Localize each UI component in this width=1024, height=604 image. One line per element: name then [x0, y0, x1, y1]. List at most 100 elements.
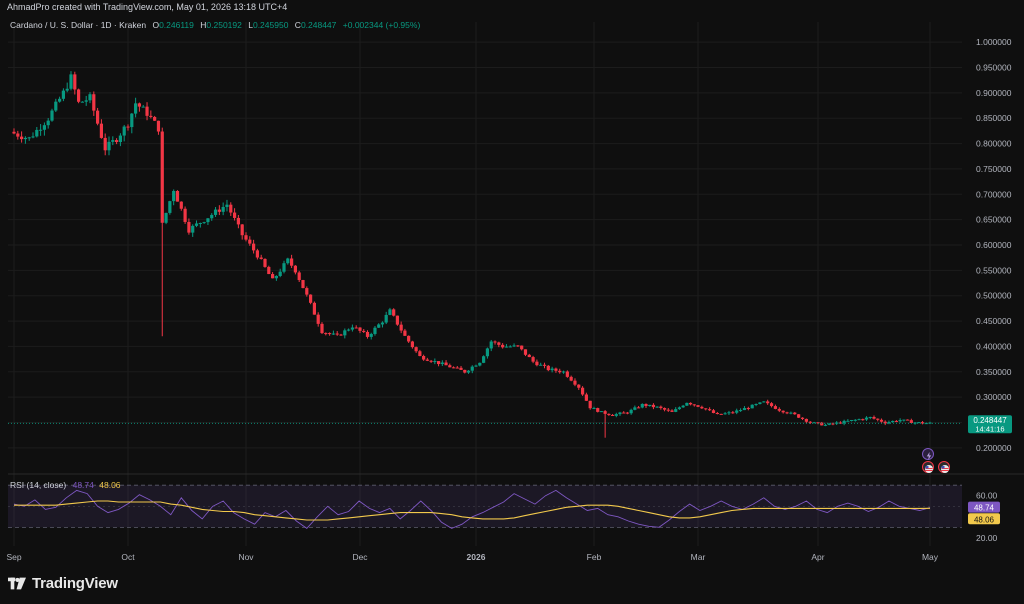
- candle-up: [629, 409, 633, 414]
- candle-up: [39, 129, 43, 131]
- candle-down: [77, 89, 81, 102]
- tradingview-logo[interactable]: TradingView: [8, 575, 118, 592]
- candle-down: [876, 418, 880, 420]
- candle-up: [282, 263, 286, 272]
- candle-up: [891, 420, 895, 423]
- candle-up: [504, 346, 509, 348]
- candle-up: [470, 366, 474, 371]
- candle-up: [640, 403, 644, 408]
- candle-up: [373, 327, 377, 334]
- candle-up: [134, 103, 138, 114]
- candle-down: [497, 342, 501, 345]
- candle-down: [429, 360, 433, 362]
- candle-down: [542, 364, 547, 366]
- logo-text: TradingView: [32, 575, 118, 592]
- candle-down: [448, 365, 452, 368]
- candle-down: [554, 368, 558, 371]
- candle-down: [746, 408, 750, 410]
- candle-up: [685, 402, 689, 406]
- candle-down: [187, 221, 191, 233]
- symbol-legend[interactable]: Cardano / U. S. Dollar · 1D · Kraken O0.…: [10, 20, 420, 30]
- candle-down: [883, 421, 887, 424]
- candle-up: [377, 324, 381, 328]
- price-tick-label: 0.350000: [976, 367, 1012, 377]
- candle-up: [35, 129, 39, 137]
- candle-down: [607, 413, 611, 415]
- candle-up: [130, 113, 134, 128]
- time-tick-label: Dec: [352, 552, 368, 562]
- candle-down: [603, 411, 607, 414]
- price-tick-label: 1.000000: [976, 37, 1012, 47]
- candle-down: [569, 376, 573, 381]
- candle-up: [674, 409, 678, 412]
- candle-up: [61, 90, 65, 99]
- price-tick-label: 0.800000: [976, 139, 1012, 149]
- candle-down: [96, 110, 100, 124]
- rsi-tick-label: 60.00: [976, 491, 998, 501]
- candle-down: [324, 333, 328, 335]
- lightning-icon[interactable]: [922, 448, 934, 460]
- time-tick-label: Oct: [121, 552, 135, 562]
- candle-up: [122, 126, 126, 136]
- candle-down: [248, 239, 252, 244]
- candle-up: [278, 271, 282, 276]
- candle-up: [827, 423, 831, 425]
- candle-up: [812, 422, 816, 424]
- candle-down: [872, 416, 876, 419]
- rsi-legend[interactable]: RSI (14, close) 48.74 48.06: [10, 480, 121, 490]
- candle-down: [584, 394, 588, 401]
- candle-down: [217, 209, 221, 212]
- price-tick-label: 0.700000: [976, 189, 1012, 199]
- candle-down: [259, 257, 263, 259]
- candle-down: [252, 243, 256, 251]
- candle-down: [558, 370, 562, 373]
- candle-up: [206, 218, 210, 223]
- candle-down: [271, 274, 275, 279]
- candle-down: [573, 380, 577, 385]
- candle-up: [380, 322, 385, 325]
- us-flag-icon-2[interactable]: [938, 461, 950, 473]
- candle-down: [403, 330, 407, 336]
- tradingview-logo-icon: [8, 577, 26, 590]
- rsi-ma-value-tag-text: 48.06: [974, 515, 995, 524]
- rsi-axis[interactable]: 60.00 20.00: [976, 491, 998, 543]
- candles: [12, 71, 932, 438]
- chart-canvas[interactable]: 1.000000 0.950000 0.900000 0.850000 0.800000…: [0, 0, 1024, 566]
- price-tick-label: 0.850000: [976, 113, 1012, 123]
- price-axis[interactable]: 1.000000 0.950000 0.900000 0.850000 0.800000…: [976, 37, 1012, 453]
- time-tick-label: Nov: [238, 552, 254, 562]
- candle-down: [493, 341, 497, 343]
- candle-up: [539, 364, 543, 366]
- candle-down: [175, 190, 180, 202]
- time-axis[interactable]: Sep Oct Nov Dec 2026 Feb Mar Apr May: [6, 552, 938, 562]
- candle-down: [463, 369, 467, 373]
- candle-up: [27, 137, 31, 139]
- candle-up: [655, 406, 659, 408]
- candle-down: [244, 235, 248, 240]
- last-price-value: 0.248447: [973, 416, 1007, 425]
- candle-down: [407, 335, 411, 342]
- rsi-ma-legend-value: 48.06: [99, 480, 121, 490]
- change-value: +0.002344 (+0.95%): [342, 20, 421, 30]
- rsi-title: RSI (14, close): [10, 480, 67, 490]
- us-flag-icon[interactable]: [922, 461, 934, 473]
- candle-down: [692, 404, 696, 406]
- candle-down: [711, 410, 716, 413]
- candle-down: [293, 265, 297, 273]
- candle-up: [58, 98, 62, 102]
- candle-up: [853, 419, 857, 421]
- candle-down: [731, 412, 735, 414]
- candle-down: [651, 404, 656, 408]
- candle-down: [520, 345, 524, 350]
- symbol-title: Cardano / U. S. Dollar · 1D · Kraken: [10, 20, 147, 30]
- close-value: 0.248447: [300, 20, 337, 30]
- candle-down: [894, 420, 898, 422]
- candle-down: [773, 406, 778, 409]
- candle-down: [290, 258, 294, 266]
- candle-down: [339, 334, 343, 336]
- candle-up: [842, 420, 846, 424]
- time-tick-label: May: [922, 552, 939, 562]
- candle-down: [797, 414, 801, 418]
- high-value: 0.250192: [206, 20, 242, 30]
